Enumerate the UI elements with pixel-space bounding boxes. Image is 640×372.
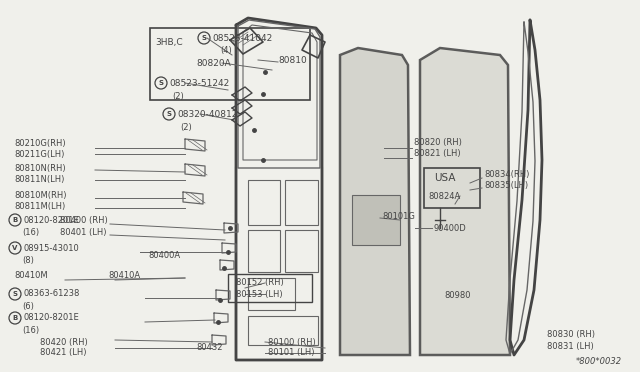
Bar (248, 230, 280, 272)
Text: 80821 (LH): 80821 (LH) (414, 148, 461, 157)
Polygon shape (420, 48, 510, 355)
Text: 08363-61238: 08363-61238 (23, 289, 79, 298)
Text: 08320-40812: 08320-40812 (177, 109, 237, 119)
Text: 80824A: 80824A (428, 192, 460, 201)
Text: 80432: 80432 (196, 343, 223, 353)
Text: 90400D: 90400D (434, 224, 467, 232)
Text: 08120-8201E: 08120-8201E (23, 215, 79, 224)
Text: 80410A: 80410A (108, 272, 140, 280)
Bar (285, 180, 318, 225)
Text: (4): (4) (220, 45, 232, 55)
Text: 80820 (RH): 80820 (RH) (414, 138, 462, 147)
Text: 80410M: 80410M (14, 272, 47, 280)
Text: 80421 (LH): 80421 (LH) (40, 349, 86, 357)
Text: S: S (166, 111, 172, 117)
Bar (248, 180, 280, 225)
Text: 80101G: 80101G (382, 212, 415, 221)
Bar (228, 274, 312, 302)
Text: (6): (6) (22, 301, 34, 311)
Text: 80210G(RH): 80210G(RH) (14, 138, 66, 148)
Text: 08120-8201E: 08120-8201E (23, 314, 79, 323)
Text: 80810: 80810 (278, 55, 307, 64)
Text: 80153 (LH): 80153 (LH) (236, 289, 283, 298)
Text: 80100 (RH): 80100 (RH) (268, 337, 316, 346)
Text: (2): (2) (172, 92, 184, 100)
Text: 08915-43010: 08915-43010 (23, 244, 79, 253)
Text: S: S (13, 291, 17, 297)
Text: 80835(LH): 80835(LH) (484, 180, 528, 189)
Text: USA: USA (434, 173, 456, 183)
Text: 80831 (LH): 80831 (LH) (547, 341, 594, 350)
Polygon shape (340, 48, 410, 355)
Text: (16): (16) (22, 228, 39, 237)
Text: 3HB,C: 3HB,C (155, 38, 182, 46)
Text: *800*0032: *800*0032 (576, 357, 622, 366)
Text: (2): (2) (180, 122, 192, 131)
Text: 80980: 80980 (444, 292, 470, 301)
Text: 80400 (RH): 80400 (RH) (60, 215, 108, 224)
Text: (16): (16) (22, 326, 39, 334)
Text: 80830 (RH): 80830 (RH) (547, 330, 595, 340)
Text: (8): (8) (22, 256, 34, 264)
Text: 80810N(RH): 80810N(RH) (14, 164, 66, 173)
Text: 08523-51242: 08523-51242 (169, 78, 229, 87)
Bar (424, 168, 480, 208)
Bar (352, 195, 400, 245)
Text: 80811M(LH): 80811M(LH) (14, 202, 65, 211)
Bar (285, 230, 318, 272)
Text: 80152 (RH): 80152 (RH) (236, 279, 284, 288)
Text: 80101 (LH): 80101 (LH) (268, 349, 314, 357)
Text: 80420 (RH): 80420 (RH) (40, 337, 88, 346)
Text: S: S (159, 80, 163, 86)
Text: 08523-41042: 08523-41042 (212, 33, 272, 42)
Text: S: S (202, 35, 207, 41)
Text: 80820A: 80820A (196, 58, 231, 67)
Text: 80211G(LH): 80211G(LH) (14, 150, 65, 158)
Text: 80400A: 80400A (148, 251, 180, 260)
Bar (150, 28, 310, 100)
Text: B: B (12, 217, 18, 223)
Text: 80811N(LH): 80811N(LH) (14, 174, 65, 183)
Text: V: V (12, 245, 18, 251)
Text: 80834(RH): 80834(RH) (484, 170, 529, 179)
Bar (248, 278, 295, 310)
Text: 80401 (LH): 80401 (LH) (60, 228, 106, 237)
Text: 80810M(RH): 80810M(RH) (14, 190, 67, 199)
Text: B: B (12, 315, 18, 321)
Bar (248, 316, 318, 345)
